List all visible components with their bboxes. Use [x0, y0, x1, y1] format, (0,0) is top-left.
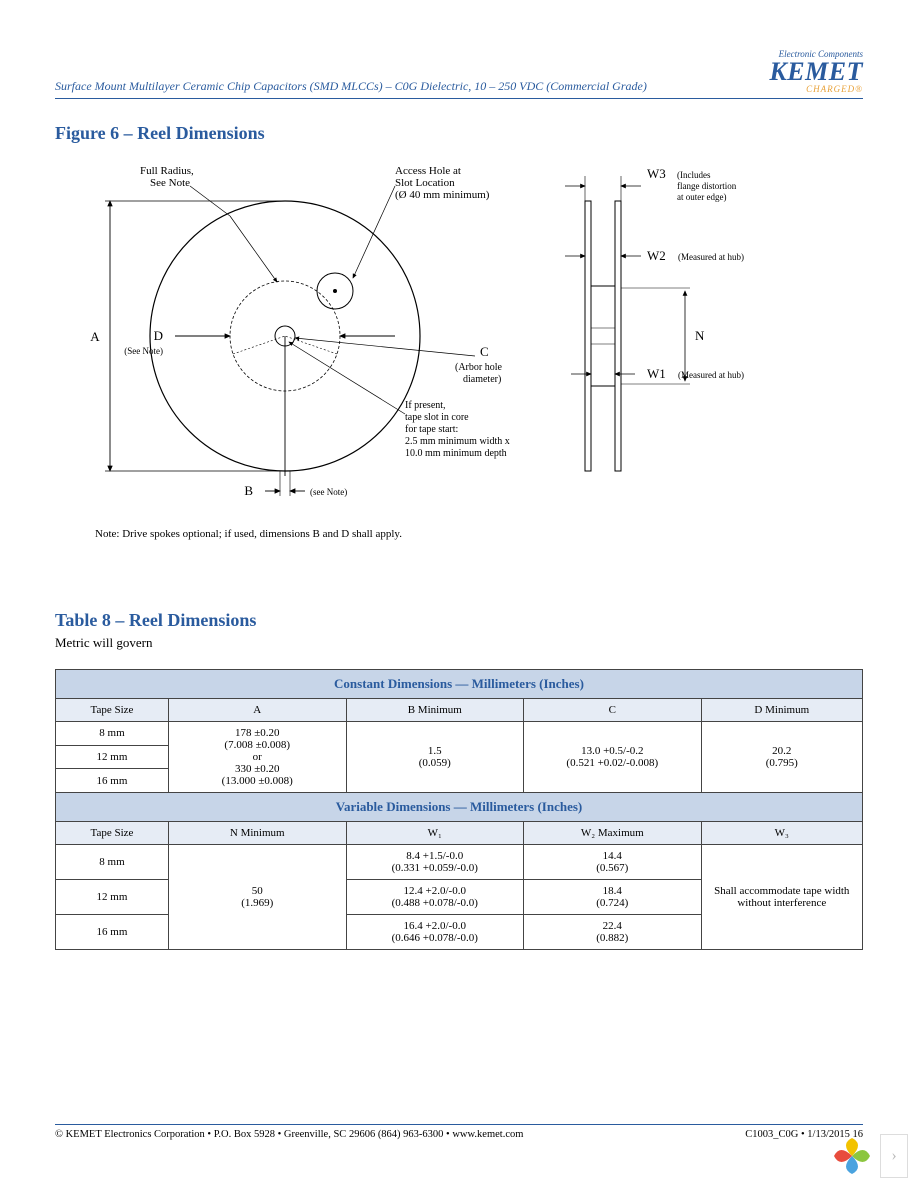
col-D: D Minimum [701, 699, 862, 722]
dim-N: N [695, 328, 705, 343]
figure-diagram: A D (See Note) B (see Note) Full Radius,… [55, 156, 863, 526]
dim-A: A [90, 329, 100, 344]
table-cell: Shall accommodate tape width without int… [701, 845, 862, 950]
table-cell: 12 mm [56, 880, 169, 915]
table-title: Table 8 – Reel Dimensions [55, 610, 863, 631]
svg-text:(Ø 40 mm minimum): (Ø 40 mm minimum) [395, 189, 490, 201]
logo-charged: CHARGED® [769, 85, 863, 94]
svg-text:(Arbor hole: (Arbor hole [455, 362, 502, 373]
col-W1: W₁ [346, 822, 524, 845]
svg-text:Slot Location: Slot Location [395, 177, 455, 189]
dim-W1: W1 [647, 366, 666, 381]
table-cell: 16 mm [56, 915, 169, 950]
svg-text:at outer edge): at outer edge) [677, 192, 726, 202]
col-B: B Minimum [346, 699, 524, 722]
svg-text:(See Note): (See Note) [124, 346, 163, 356]
svg-text:diameter): diameter) [463, 374, 501, 385]
table-cell: 20.2(0.795) [701, 722, 862, 793]
col-C: C [524, 699, 702, 722]
svg-text:See Note: See Note [150, 177, 190, 189]
table-cell: 1.5(0.059) [346, 722, 524, 793]
table-cell: 178 ±0.20(7.008 ±0.008)or330 ±0.20(13.00… [168, 722, 346, 793]
reel-dimensions-table: Constant Dimensions — Millimeters (Inche… [55, 669, 863, 950]
table-cell: 18.4(0.724) [524, 880, 702, 915]
pager-widget: › [830, 1134, 908, 1178]
flower-icon [830, 1134, 874, 1178]
svg-text:tape slot in core: tape slot in core [405, 412, 469, 423]
page-header: Surface Mount Multilayer Ceramic Chip Ca… [55, 50, 863, 99]
col-W3: W₃ [701, 822, 862, 845]
doc-title: Surface Mount Multilayer Ceramic Chip Ca… [55, 79, 647, 94]
table-cell: 8 mm [56, 722, 169, 746]
footer-left: © KEMET Electronics Corporation • P.O. B… [55, 1129, 523, 1140]
next-page-button[interactable]: › [880, 1134, 908, 1178]
svg-text:for tape start:: for tape start: [405, 424, 458, 435]
table-cell: 13.0 +0.5/-0.2(0.521 +0.02/-0.008) [524, 722, 702, 793]
col-N: N Minimum [168, 822, 346, 845]
figure-note: Note: Drive spokes optional; if used, di… [95, 528, 863, 540]
col-tape-size-2: Tape Size [56, 822, 169, 845]
table-section-2: Variable Dimensions — Millimeters (Inche… [56, 793, 863, 822]
table-cell: 16.4 +2.0/-0.0(0.646 +0.078/-0.0) [346, 915, 524, 950]
svg-text:2.5 mm minimum width x: 2.5 mm minimum width x [405, 436, 510, 447]
table-section-1: Constant Dimensions — Millimeters (Inche… [56, 670, 863, 699]
col-W2: W₂ Maximum [524, 822, 702, 845]
dim-B: B [244, 483, 253, 498]
svg-text:Full Radius,: Full Radius, [140, 165, 194, 177]
col-tape-size: Tape Size [56, 699, 169, 722]
page-footer: © KEMET Electronics Corporation • P.O. B… [55, 1124, 863, 1140]
svg-text:(Measured at hub): (Measured at hub) [678, 370, 744, 380]
svg-text:(Includes: (Includes [677, 170, 711, 180]
table-cell: 8.4 +1.5/-0.0(0.331 +0.059/-0.0) [346, 845, 524, 880]
table-cell: 8 mm [56, 845, 169, 880]
svg-text:10.0 mm minimum depth: 10.0 mm minimum depth [405, 448, 507, 459]
dim-C: C [480, 344, 489, 359]
svg-text:(see Note): (see Note) [310, 487, 347, 497]
table-cell: 50(1.969) [168, 845, 346, 950]
svg-text:If present,: If present, [405, 400, 446, 411]
dim-W2: W2 [647, 248, 666, 263]
svg-text:(Measured at hub): (Measured at hub) [678, 252, 744, 262]
table-cell: 16 mm [56, 769, 169, 793]
table-cell: 12.4 +2.0/-0.0(0.488 +0.078/-0.0) [346, 880, 524, 915]
dim-D: D [154, 328, 163, 343]
table-cell: 14.4(0.567) [524, 845, 702, 880]
col-A: A [168, 699, 346, 722]
table-subcaption: Metric will govern [55, 635, 863, 651]
table-cell: 22.4(0.882) [524, 915, 702, 950]
brand-logo: Electronic Components KEMET CHARGED® [769, 50, 863, 94]
svg-text:Access Hole at: Access Hole at [395, 165, 461, 177]
svg-text:flange distortion: flange distortion [677, 181, 737, 191]
dim-W3: W3 [647, 166, 666, 181]
figure-title: Figure 6 – Reel Dimensions [55, 123, 863, 144]
logo-main: KEMET [769, 57, 863, 86]
table-cell: 12 mm [56, 745, 169, 769]
